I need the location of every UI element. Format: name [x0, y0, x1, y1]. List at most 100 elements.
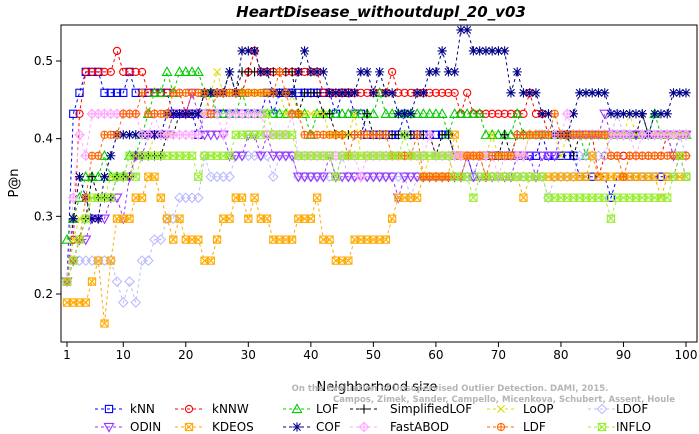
data-point [142, 255, 154, 266]
data-point [680, 129, 692, 141]
data-point [561, 108, 573, 120]
x-tick-label: 30 [241, 348, 256, 362]
data-point [375, 67, 385, 77]
data-point [400, 88, 409, 97]
data-point [349, 108, 361, 118]
data-point [137, 67, 147, 77]
data-point [358, 421, 370, 433]
data-point [681, 88, 691, 98]
data-point [291, 403, 303, 414]
data-point [130, 172, 141, 181]
data-point [497, 405, 505, 413]
data-point [281, 88, 290, 97]
data-point [106, 88, 115, 97]
data-point [543, 109, 554, 119]
data-point [675, 88, 685, 98]
data-point [243, 46, 253, 56]
data-point [181, 109, 191, 119]
data-point [344, 256, 353, 265]
data-point [294, 109, 303, 118]
data-point [537, 172, 548, 181]
data-point [494, 109, 503, 118]
data-point [281, 109, 290, 118]
data-point [486, 129, 498, 139]
data-point [474, 108, 486, 118]
data-point [431, 88, 441, 97]
data-point [393, 109, 403, 119]
data-point [518, 88, 529, 98]
data-point [206, 88, 216, 98]
data-point [300, 109, 309, 118]
data-point [436, 108, 448, 118]
data-point [93, 214, 103, 224]
legend-label: LDOF [616, 402, 648, 416]
data-point [325, 235, 334, 244]
data-point [200, 88, 209, 97]
data-point [350, 109, 359, 118]
data-point [100, 88, 109, 97]
data-point [81, 298, 90, 307]
data-point [193, 172, 204, 181]
data-point [112, 46, 122, 56]
data-point [87, 214, 97, 224]
data-point [650, 109, 660, 119]
legend-label: SimplifiedLOF [390, 402, 472, 416]
data-point [613, 151, 622, 160]
data-point [180, 66, 192, 77]
data-point [359, 404, 369, 414]
data-point [400, 109, 410, 119]
data-point [536, 151, 548, 162]
data-point [74, 172, 85, 182]
data-point [443, 67, 454, 77]
x-axis: 1 10 20 30 40 50 60 70 80 90 100 [63, 342, 697, 362]
data-point [99, 172, 110, 182]
data-point [386, 172, 398, 183]
data-point [305, 172, 317, 183]
data-point [118, 172, 129, 181]
data-point [568, 151, 579, 161]
data-point [506, 151, 516, 160]
data-point [618, 109, 629, 119]
data-point [67, 192, 79, 204]
data-point [412, 193, 422, 202]
data-point [481, 46, 491, 56]
data-point [625, 109, 635, 119]
data-point [131, 67, 140, 77]
data-point [393, 151, 404, 160]
data-point [237, 46, 247, 56]
y-tick-label: 0.3 [34, 209, 53, 223]
data-point [511, 108, 523, 118]
data-point [117, 297, 129, 308]
data-point [496, 422, 506, 432]
series-line-KDEOS [67, 134, 686, 324]
legend-label: ODIN [130, 420, 161, 434]
data-point [192, 192, 204, 204]
data-point [313, 109, 322, 118]
data-point [267, 171, 279, 183]
data-point [430, 108, 442, 118]
data-point [317, 172, 329, 183]
series-line-ODIN [66, 91, 686, 282]
data-point [462, 172, 473, 181]
data-point [74, 235, 85, 244]
data-point [262, 109, 273, 118]
data-point [343, 88, 353, 98]
data-point [206, 109, 215, 118]
x-tick-label: 80 [553, 348, 568, 362]
data-point [488, 130, 497, 139]
data-point [662, 109, 672, 119]
data-point [668, 172, 679, 181]
data-point [149, 130, 160, 140]
data-point [244, 214, 253, 223]
data-point [274, 88, 285, 98]
data-point [424, 129, 436, 141]
data-point [312, 88, 322, 98]
data-point [668, 88, 679, 98]
data-point [418, 88, 428, 98]
data-point [368, 88, 378, 98]
data-point [224, 171, 235, 183]
data-point [456, 25, 466, 35]
data-point [568, 109, 579, 119]
data-point [175, 214, 184, 223]
